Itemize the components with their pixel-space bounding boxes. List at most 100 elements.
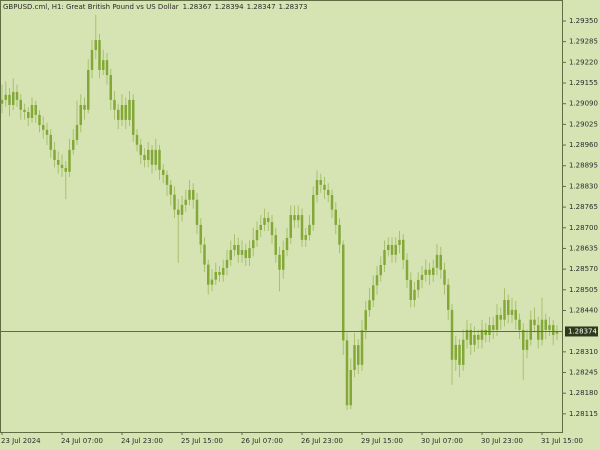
candle-body <box>259 224 262 230</box>
candle-body <box>420 274 424 280</box>
candle-body <box>225 259 229 268</box>
candle-body <box>368 300 371 311</box>
candle-body <box>484 329 487 335</box>
y-tick-label: 1.28635 <box>569 244 598 252</box>
candle-body <box>338 224 341 245</box>
candle-body <box>285 237 289 251</box>
candle-body <box>417 279 420 290</box>
candle-body <box>477 334 480 340</box>
candle-body <box>240 250 244 255</box>
candle-body <box>304 235 307 240</box>
candle-body <box>128 99 131 120</box>
candle-body <box>315 180 319 196</box>
candle-body <box>552 325 555 335</box>
candle-body <box>319 180 322 185</box>
candle-body <box>330 195 334 210</box>
candle-body <box>297 215 300 221</box>
candle-body <box>162 169 165 175</box>
y-tick-label: 1.28830 <box>569 182 598 190</box>
candle-body <box>555 331 559 334</box>
x-tick-label: 26 Jul 23:00 <box>301 437 343 445</box>
candle-body <box>525 339 529 350</box>
y-tick-label: 1.29025 <box>569 120 598 128</box>
candle-body <box>94 40 97 50</box>
candle-body <box>30 104 34 119</box>
candle-body <box>75 125 79 140</box>
y-tick-label: 1.29220 <box>569 58 598 66</box>
plot-frame <box>0 0 563 433</box>
candle-body <box>454 344 457 360</box>
x-tick-label: 29 Jul 15:00 <box>361 437 403 445</box>
candle-body <box>510 309 514 315</box>
candle-body <box>263 217 266 225</box>
candle-body <box>274 235 277 255</box>
candle-body <box>173 194 176 210</box>
candle-body <box>327 189 330 196</box>
candle-body <box>255 229 259 241</box>
y-tick-label: 1.28570 <box>569 265 598 273</box>
last-high: 1.28394 <box>215 3 244 11</box>
candle-body <box>345 340 349 406</box>
candle-body <box>409 279 412 300</box>
candle-body <box>473 334 476 345</box>
candle-body <box>139 144 142 155</box>
x-tick-label: 25 Jul 15:00 <box>181 437 223 445</box>
candle-body <box>544 319 547 330</box>
candle-body <box>300 215 304 240</box>
candle-body <box>413 289 416 300</box>
candle-body <box>533 319 536 326</box>
candle-body <box>312 195 315 225</box>
y-tick-label: 1.29350 <box>569 17 598 25</box>
y-tick-label: 1.28440 <box>569 306 598 314</box>
candle-body <box>537 325 540 340</box>
candle-body <box>207 264 210 285</box>
candle-body <box>424 269 427 275</box>
candle-body <box>252 240 255 249</box>
candle-body <box>188 189 191 200</box>
candle-body <box>353 345 356 370</box>
candle-body <box>113 99 116 110</box>
candle-body <box>499 314 502 320</box>
candle-body <box>154 149 157 165</box>
y-tick-label: 1.29090 <box>569 100 598 108</box>
candle-body <box>308 224 311 236</box>
candle-body <box>214 271 217 280</box>
candle-body <box>488 325 491 335</box>
candle-body <box>267 217 270 223</box>
candle-body <box>87 69 90 110</box>
y-tick-label: 1.28765 <box>569 203 598 211</box>
candle-body <box>120 104 124 120</box>
candle-body <box>180 204 184 215</box>
candle-body <box>357 345 360 365</box>
y-tick-label: 1.28245 <box>569 369 598 377</box>
candle-body <box>135 134 139 145</box>
y-tick-label: 1.28310 <box>569 348 598 356</box>
candle-body <box>83 104 86 110</box>
candle-body <box>398 239 401 245</box>
candle-body <box>64 167 67 172</box>
x-tick-label: 24 Jul 07:00 <box>61 437 103 445</box>
candle-body <box>507 299 510 315</box>
current-price-box <box>565 326 598 337</box>
candle-body <box>450 309 454 360</box>
candle-body <box>323 184 326 190</box>
candle-body <box>165 174 169 185</box>
candle-body <box>150 149 154 165</box>
candle-body <box>503 299 506 320</box>
candle-body <box>237 244 240 255</box>
candle-body <box>222 267 225 275</box>
candle-body <box>334 209 337 225</box>
candle-body <box>177 209 180 215</box>
candle-body <box>57 160 60 165</box>
y-tick-label: 1.28505 <box>569 286 598 294</box>
y-tick-label: 1.28895 <box>569 162 598 170</box>
candle-body <box>432 267 435 275</box>
candle-body <box>233 244 236 251</box>
y-tick-label: 1.29285 <box>569 38 598 46</box>
candle-body <box>282 250 285 270</box>
x-tick-label: 31 Jul 15:00 <box>541 437 583 445</box>
candle-body <box>132 99 135 135</box>
candle-body <box>19 99 22 110</box>
